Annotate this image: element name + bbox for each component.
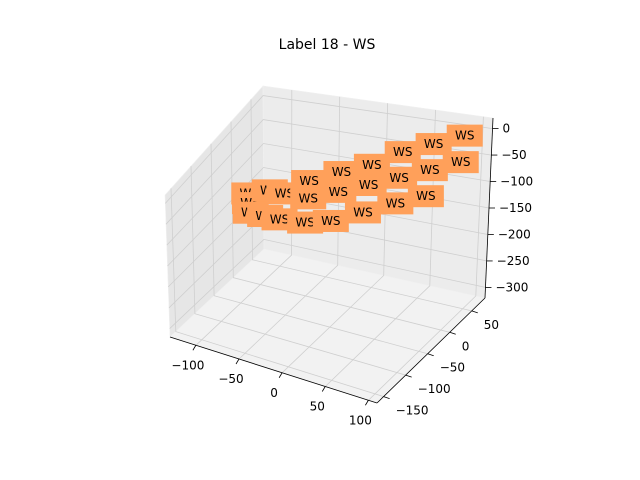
data-point-label: WS [359, 178, 378, 192]
y-tick-mark [405, 374, 412, 378]
data-point-box [411, 159, 448, 182]
data-point: WS [446, 124, 483, 147]
y-tick-label: −50 [440, 361, 465, 375]
data-point-box [415, 133, 452, 156]
data-point-box [323, 161, 360, 184]
data-point: WS [312, 209, 349, 232]
y-tick-label: 50 [484, 318, 499, 332]
data-point-box [344, 201, 381, 224]
data-point: WS [323, 161, 360, 184]
data-point-box [384, 141, 421, 164]
y-grid-line [250, 99, 472, 312]
y-tick-label: 0 [462, 339, 470, 353]
data-point-box [377, 192, 414, 215]
y-tick-label: −150 [396, 404, 429, 418]
data-point-label: WS [451, 155, 470, 169]
data-point-label: WS [295, 216, 314, 230]
x-grid-line [368, 116, 484, 401]
data-point-label: WS [393, 145, 412, 159]
z-grid-line [169, 238, 486, 329]
z-tick-label: −200 [498, 227, 531, 241]
z-grid-line [165, 95, 493, 204]
y-tick-mark [449, 331, 456, 335]
x-tick-label: −50 [218, 372, 243, 386]
y-tick-mark [427, 353, 434, 357]
z-tick-label: −250 [497, 254, 530, 268]
data-point-box [291, 170, 328, 193]
z-tick-label: −150 [499, 201, 532, 215]
data-point: WS [344, 201, 381, 224]
data-point: WS [411, 159, 448, 182]
data-point: WS [442, 151, 479, 174]
y-grid-line [210, 143, 428, 355]
data-point-label: WS [332, 165, 351, 179]
chart-title: Label 18 - WS [279, 37, 376, 53]
data-point-box [381, 166, 418, 189]
data-point-label: WS [353, 205, 372, 219]
y-axis-line [376, 297, 486, 404]
data-point: WS [350, 173, 387, 196]
data-point: WS [320, 180, 357, 203]
x-tick-mark [192, 345, 197, 351]
data-point-label: WS [270, 212, 289, 226]
tick-labels: −100 −50 0 50 100 −150 −100 −50 0 50 −300 −250 −200 −… [171, 122, 533, 428]
data-point: WS [290, 187, 327, 210]
y-grid-line [230, 121, 450, 333]
x-tick-mark [235, 358, 240, 365]
x-grid-line [238, 96, 341, 360]
data-point-box [320, 180, 357, 203]
data-point: WS [291, 170, 328, 193]
data-point-label: WS [275, 186, 294, 200]
data-point-box [350, 173, 387, 196]
data-point: WS [381, 166, 418, 189]
x-tick-mark [365, 400, 369, 406]
z-tick-label: −100 [500, 175, 533, 189]
x-tick-label: −100 [171, 358, 204, 372]
data-point-label: WS [420, 163, 439, 177]
data-point-box [407, 185, 444, 208]
y-tick-mark [471, 310, 478, 314]
y-tick-mark [383, 396, 390, 399]
data-point-label: WS [416, 189, 435, 203]
x-axis-line [169, 336, 378, 404]
y-grid-line [190, 166, 406, 376]
x-tick-label: 100 [349, 413, 372, 427]
data-point-label: WS [386, 196, 405, 210]
data-point-box [353, 153, 390, 176]
data-point: WS [407, 185, 444, 208]
data-point: WS [384, 141, 421, 164]
x-tick-label: 0 [270, 386, 278, 400]
y-tick-label: −100 [418, 382, 451, 396]
y-grid-line [170, 188, 384, 397]
data-point-label: WS [424, 137, 443, 151]
z-tick-label: 0 [503, 122, 511, 136]
x-tick-mark [278, 372, 283, 378]
data-point: WS [415, 133, 452, 156]
data-point-label: WS [362, 158, 381, 172]
data-markers: WSWSWSWSWSWSWSWSWSWSWSWSWSWSWSWSWSWSWSWS… [231, 124, 483, 234]
data-point-label: WS [455, 129, 474, 143]
data-point-box [442, 151, 479, 174]
data-point-label: WS [298, 191, 317, 205]
data-point-box [312, 209, 349, 232]
x-grid-line [195, 89, 293, 346]
data-point-label: WS [321, 214, 340, 228]
z-tick-label: −50 [501, 148, 526, 162]
data-point-label: WS [389, 171, 408, 185]
data-point: WS [377, 192, 414, 215]
x-tick-mark [321, 386, 326, 392]
data-point: WS [353, 153, 390, 176]
x-tick-label: 50 [310, 400, 325, 414]
data-point-box [446, 124, 483, 147]
data-point-label: WS [329, 185, 348, 199]
z-tick-label: −300 [495, 280, 528, 294]
data-point-label: WS [299, 174, 318, 188]
data-point-box [290, 187, 327, 210]
